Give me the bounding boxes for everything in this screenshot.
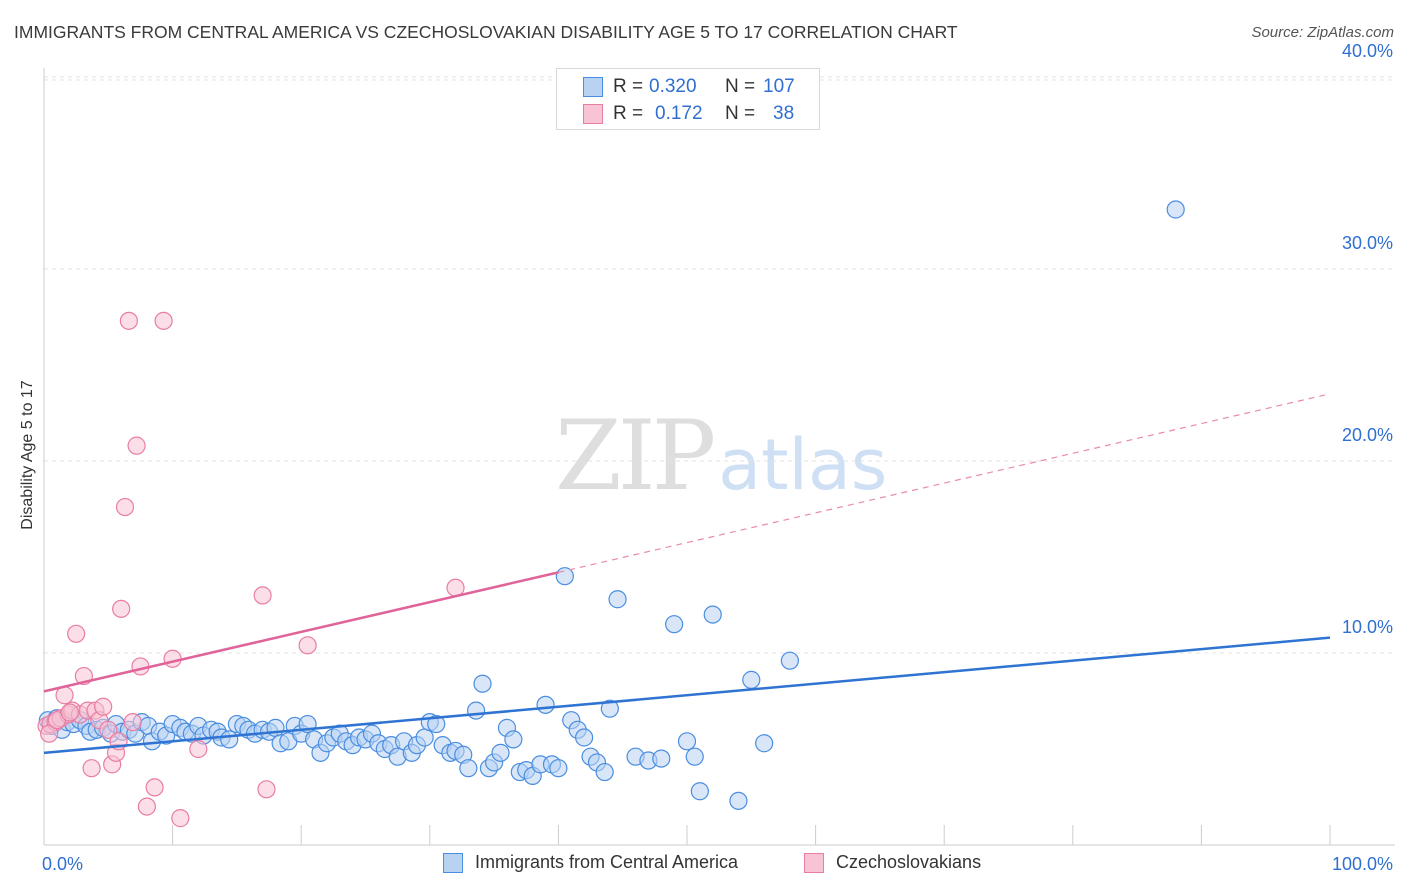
source-link[interactable]: Source: ZipAtlas.com [1251,24,1394,41]
data-point [253,586,272,605]
series2-legend-label: Czechoslovakians [836,852,982,872]
data-point [780,651,799,670]
chart-title: IMMIGRANTS FROM CENTRAL AMERICA VS CZECH… [14,22,958,42]
trend-line [43,636,1331,755]
data-point [1166,200,1185,219]
n-value: 38 [773,103,795,124]
data-point [189,739,208,759]
data-point [427,714,446,734]
data-point [415,728,434,747]
data-point [690,782,709,801]
data-point [536,695,555,714]
series2-swatch [583,104,603,124]
series1-swatch [583,77,603,97]
data-point [595,762,614,782]
data-point [755,734,774,753]
data-point [491,743,510,762]
data-point [115,497,135,517]
data-point [127,436,146,455]
y-axis-label: Disability Age 5 to 17 [19,380,36,530]
data-point [608,590,627,609]
data-point [600,699,619,718]
y-tick-label: 40.0% [1342,41,1393,61]
r-label: R = [613,103,644,124]
data-point [473,674,492,693]
y-tick-label: 10.0% [1342,617,1393,637]
data-point [549,759,568,778]
trend-line-projection [558,393,1331,573]
data-point [154,311,173,330]
data-point [742,670,761,689]
data-point [94,697,113,716]
data-point [504,730,523,749]
y-tick-label: 20.0% [1342,425,1393,445]
x-tick-label-start: 0.0% [42,854,83,874]
data-point [466,701,486,720]
data-points [37,200,1185,828]
data-point [99,720,118,739]
data-point [123,713,142,732]
data-point [60,703,79,722]
data-point [137,797,156,816]
data-point [112,599,131,618]
data-point [145,778,164,797]
r-label: R = [613,76,644,97]
data-point [652,749,671,768]
data-point [665,615,684,634]
data-point [82,759,101,778]
stats-legend: R = 0.320 N = 107 R = 0.172 N = 38 [556,68,820,130]
data-point [555,567,574,586]
n-value: 107 [763,76,795,97]
data-point [575,728,594,747]
n-label: N = [725,76,756,97]
series1-legend-label: Immigrants from Central America [475,852,739,872]
series1-legend-swatch [443,853,463,873]
r-value: 0.172 [655,103,703,124]
tick-labels: 10.0% 20.0% 30.0% 40.0% 0.0% 100.0% [42,41,1393,874]
data-point [703,605,722,624]
grid-lines [44,76,1395,654]
n-label: N = [725,103,756,124]
data-point [171,809,190,828]
series2-legend-swatch [804,853,824,873]
trend-lines [43,393,1331,755]
data-point [298,636,317,655]
x-tick-label-end: 100.0% [1332,854,1393,874]
data-point [67,624,86,643]
data-point [220,730,239,749]
data-point [685,747,704,766]
y-tick-label: 30.0% [1342,233,1393,253]
data-point [677,732,697,751]
data-point [257,780,276,799]
data-point [163,649,182,668]
data-point [119,311,138,330]
r-value: 0.320 [649,76,697,97]
data-point [459,759,478,778]
data-point [40,724,59,743]
trend-line [43,571,559,693]
data-point [729,791,748,810]
